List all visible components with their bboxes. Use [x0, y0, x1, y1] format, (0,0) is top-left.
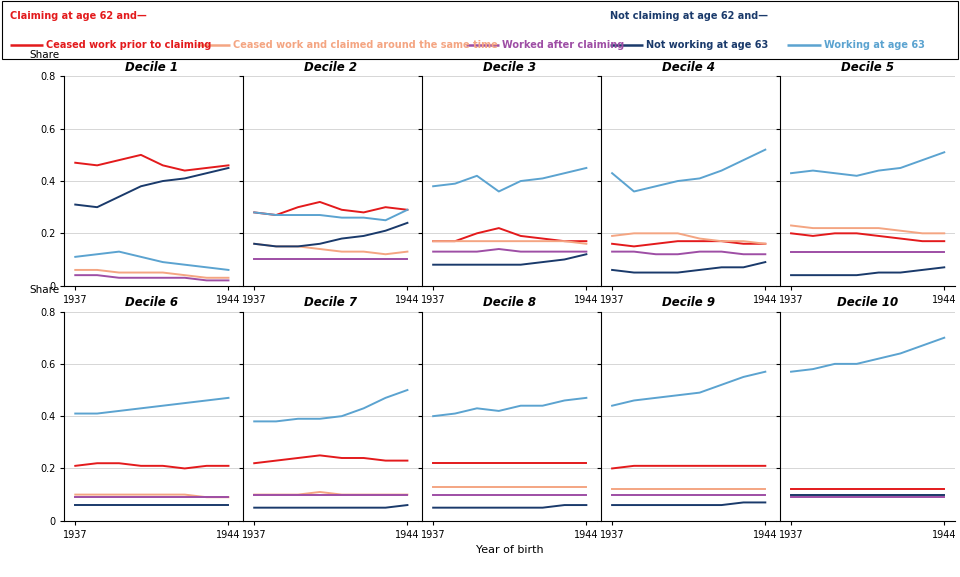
Text: Share: Share: [30, 285, 60, 295]
Title: Decile 8: Decile 8: [483, 296, 537, 309]
Title: Decile 7: Decile 7: [304, 296, 357, 309]
Title: Decile 3: Decile 3: [483, 61, 537, 74]
Text: Not working at age 63: Not working at age 63: [646, 40, 768, 50]
Title: Decile 5: Decile 5: [841, 61, 894, 74]
Text: Share: Share: [30, 50, 60, 59]
Text: Not claiming at age 62 and—: Not claiming at age 62 and—: [610, 11, 768, 21]
Title: Decile 2: Decile 2: [304, 61, 357, 74]
Title: Decile 4: Decile 4: [662, 61, 715, 74]
Title: Decile 6: Decile 6: [126, 296, 179, 309]
Text: Claiming at age 62 and—: Claiming at age 62 and—: [10, 11, 146, 21]
Text: Ceased work and claimed around the same time: Ceased work and claimed around the same …: [233, 40, 498, 50]
Text: Working at age 63: Working at age 63: [824, 40, 924, 50]
X-axis label: Year of birth: Year of birth: [476, 545, 543, 555]
Text: Worked after claiming: Worked after claiming: [502, 40, 624, 50]
Title: Decile 1: Decile 1: [126, 61, 179, 74]
Title: Decile 10: Decile 10: [837, 296, 899, 309]
Title: Decile 9: Decile 9: [662, 296, 715, 309]
Text: Ceased work prior to claiming: Ceased work prior to claiming: [46, 40, 211, 50]
